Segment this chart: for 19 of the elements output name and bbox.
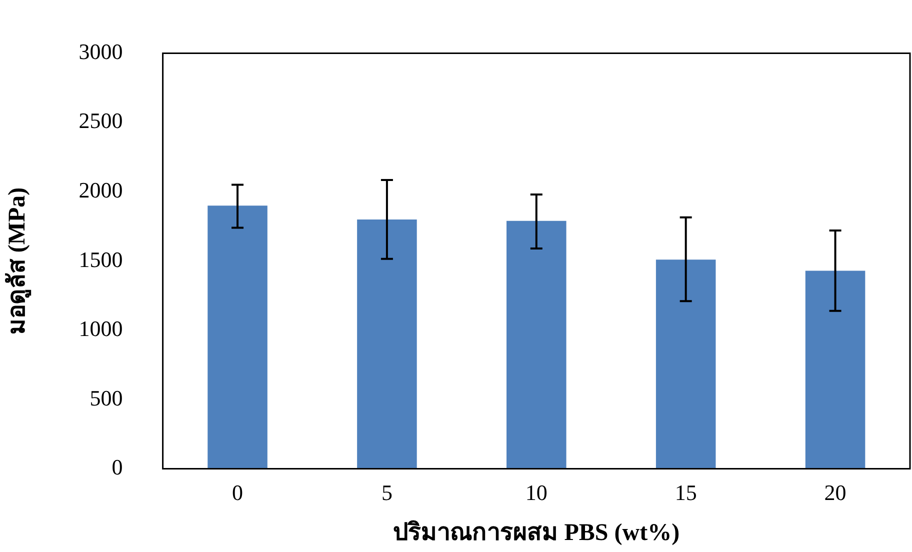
bar [357,219,417,469]
y-tick-label: 2000 [78,178,123,203]
y-tick-label: 0 [112,454,123,480]
bar [208,206,268,469]
x-axis-title: ปริมาณการผสม PBS (wt%) [393,520,680,546]
y-tick-label: 1000 [78,316,123,342]
y-axis-title: มอดูลัส (MPa) [4,187,32,335]
y-tick-label: 1500 [78,246,123,272]
x-tick-label: 15 [674,480,697,505]
bar [656,260,716,469]
bar [506,220,566,469]
y-tick-label: 500 [90,385,123,410]
x-tick-label: 10 [525,480,548,505]
y-tick-label: 3000 [78,38,123,64]
x-tick-label: 0 [232,480,244,505]
x-tick-label: 5 [381,480,392,505]
y-tick-label: 2500 [78,108,123,134]
x-tick-label: 20 [824,480,846,505]
bar [805,270,866,469]
